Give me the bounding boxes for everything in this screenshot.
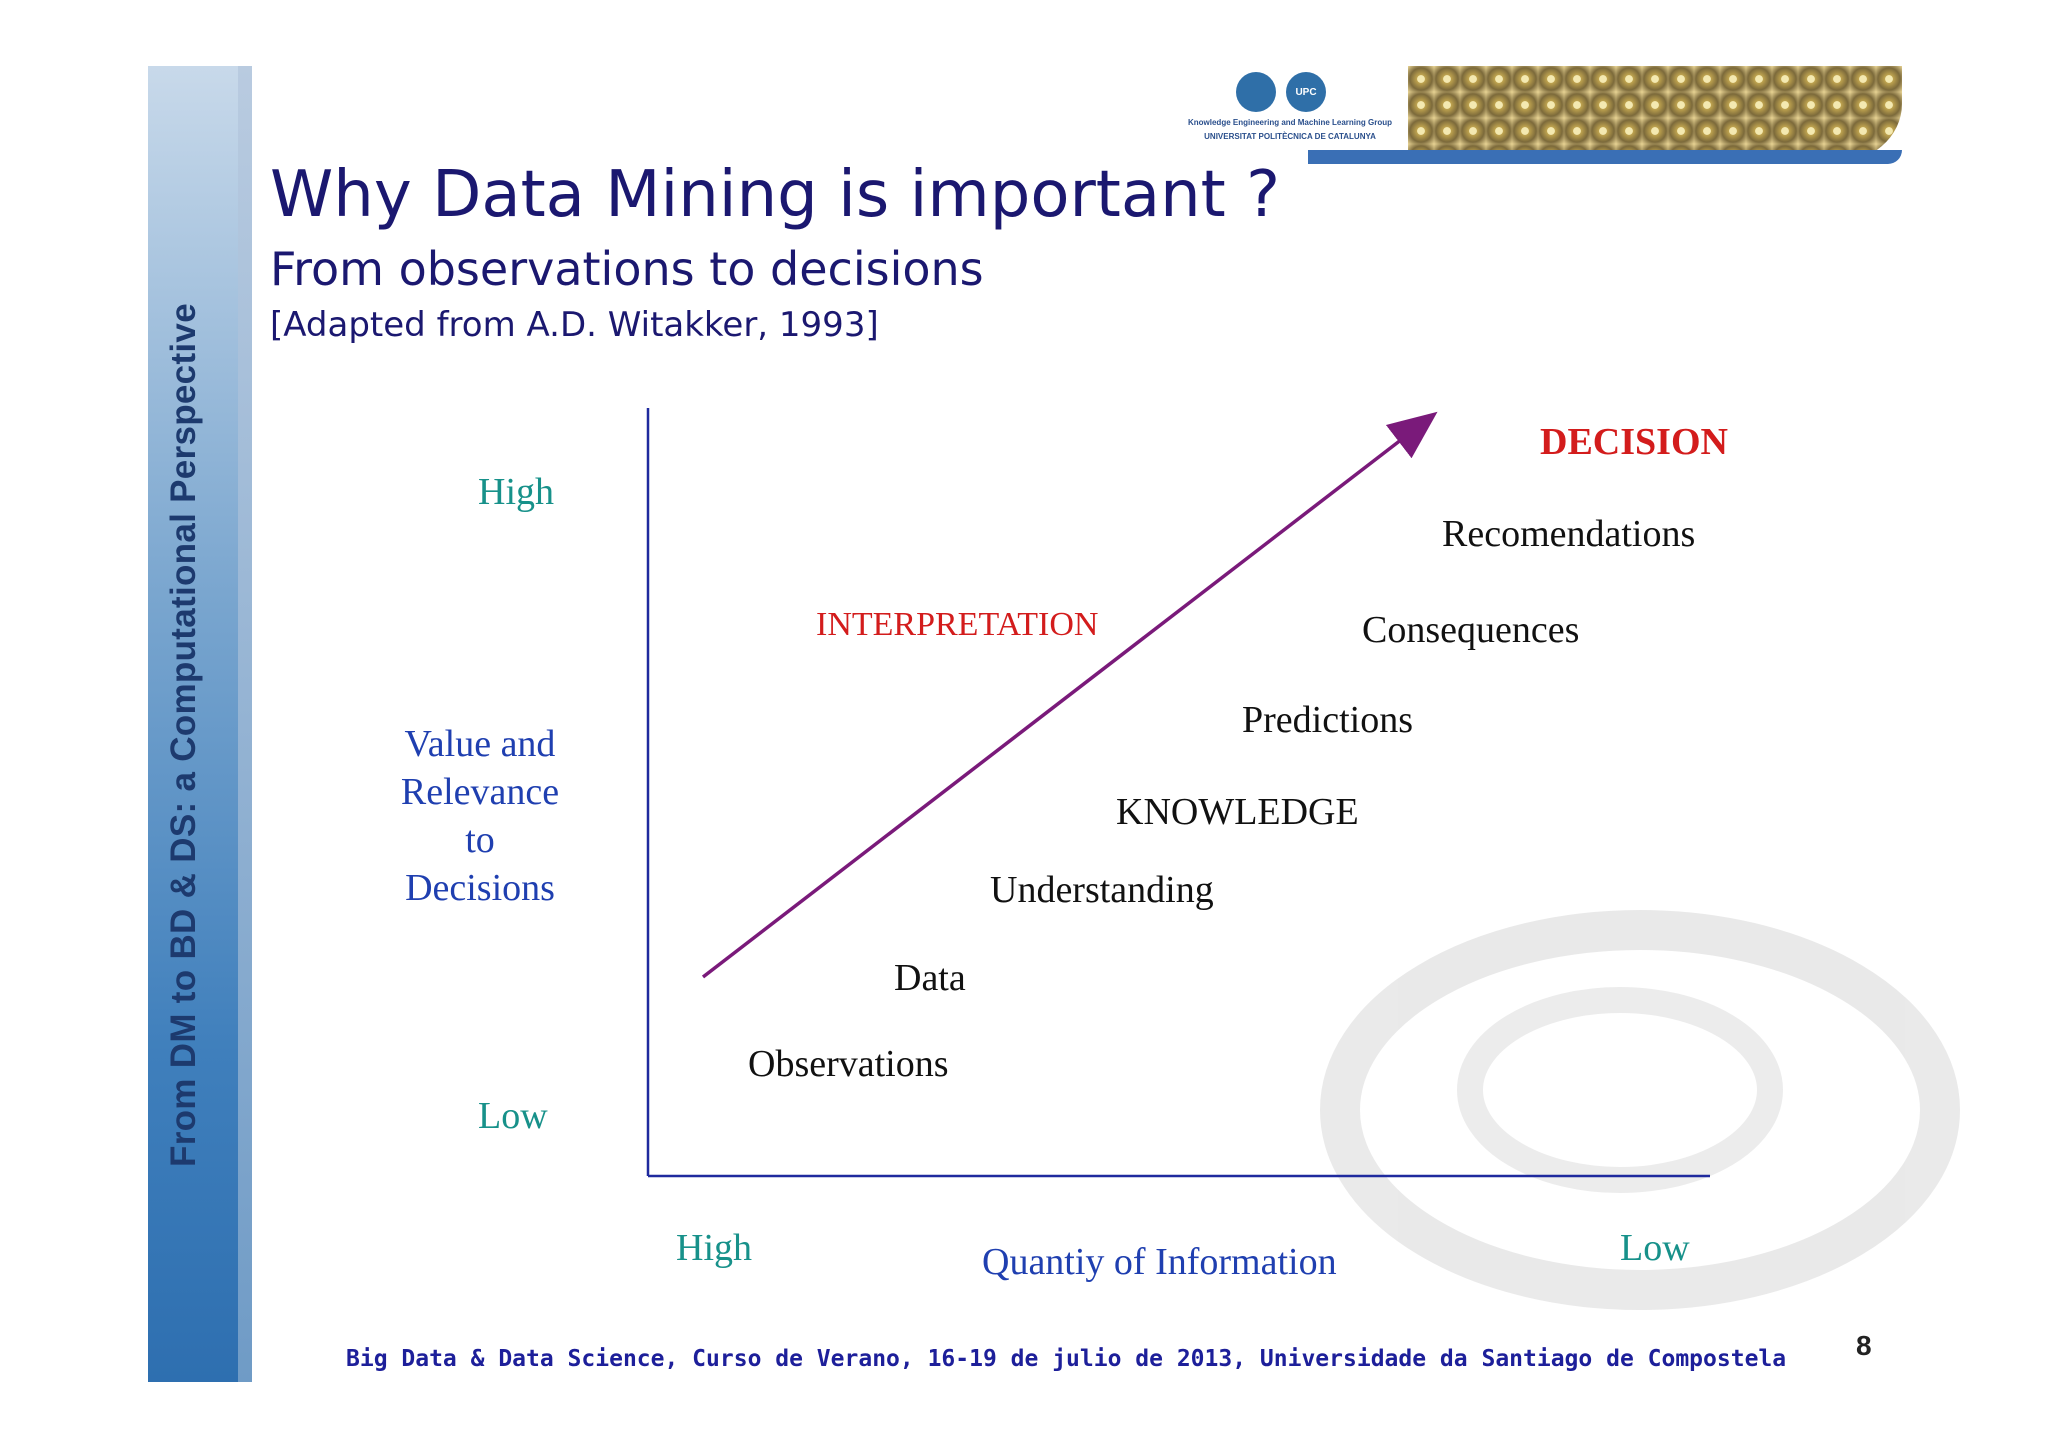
sidebar-band (148, 66, 252, 1382)
y-axis-title-line: Decisions (405, 867, 555, 909)
footer-text: Big Data & Data Science, Curso de Verano… (346, 1346, 1787, 1372)
y-axis-title: Value and Relevance to Decisions (340, 720, 620, 912)
step-recomendations: Recomendations (1442, 513, 1696, 555)
kemlg-logo-icon (1236, 72, 1276, 112)
interpretation-label: INTERPRETATION (816, 606, 1099, 643)
sidebar-strip (238, 66, 252, 1382)
page-subtitle: From observations to decisions (270, 242, 984, 296)
y-axis-title-line: to (465, 819, 495, 861)
page-number: 8 (1856, 1330, 1872, 1361)
y-axis-title-line: Value and (404, 723, 556, 765)
step-observations: Observations (748, 1043, 949, 1085)
logo-blue-bar (1308, 150, 1902, 164)
logo-university-name: UNIVERSITAT POLITÈCNICA DE CATALUNYA (1204, 132, 1376, 141)
step-consequences: Consequences (1362, 609, 1580, 651)
step-data: Data (894, 957, 966, 999)
decision-label: DECISION (1540, 421, 1728, 463)
circuit-banner-image (1408, 66, 1902, 164)
step-predictions: Predictions (1242, 699, 1413, 741)
step-understanding: Understanding (990, 869, 1214, 911)
x-axis-high-label: High (676, 1227, 752, 1269)
step-knowledge: KNOWLEDGE (1116, 791, 1359, 833)
y-axis-title-line: Relevance (400, 771, 560, 813)
watermark-logo (1320, 910, 1960, 1310)
upc-badge-text: UPC (1295, 86, 1317, 98)
y-axis-low-label: Low (478, 1095, 548, 1137)
upc-logo-icon: UPC (1286, 72, 1326, 112)
y-axis-high-label: High (478, 471, 554, 513)
x-axis-low-label: Low (1620, 1227, 1690, 1269)
page-title: Why Data Mining is important ? (270, 158, 1281, 232)
progress-arrow (701, 411, 1438, 979)
logo-area: UPC Knowledge Engineering and Machine Le… (1168, 66, 1902, 166)
source-citation: [Adapted from A.D. Witakker, 1993] (270, 305, 879, 345)
logo-group-name: Knowledge Engineering and Machine Learni… (1187, 118, 1392, 127)
x-axis-title: Quantiy of Information (982, 1241, 1337, 1283)
